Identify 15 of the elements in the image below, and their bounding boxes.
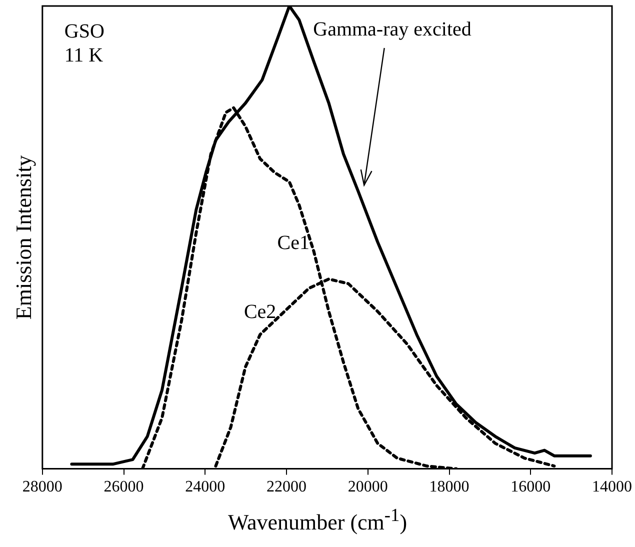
x-tick-label: 16000 — [510, 478, 551, 496]
series-label: Ce1 — [277, 232, 310, 254]
x-tick-label: 18000 — [429, 478, 470, 496]
annotation: GSO — [64, 20, 104, 42]
series-label: Ce2 — [244, 300, 276, 323]
annotation: 11 K — [64, 44, 104, 66]
x-axis-title: Wavenumber (cm$^{-1}$) — [226, 505, 408, 536]
x-tick-label: 22000 — [266, 478, 307, 496]
x-tick-label: 24000 — [185, 478, 226, 496]
x-tick-label: 26000 — [104, 478, 144, 496]
series-label: Gamma-ray excited — [313, 18, 472, 40]
x-tick-label: 14000 — [592, 478, 632, 496]
x-tick-label: 28000 — [22, 478, 62, 496]
y-axis-title: Emission Intensity — [10, 155, 36, 320]
x-tick-label: 20000 — [348, 478, 388, 496]
